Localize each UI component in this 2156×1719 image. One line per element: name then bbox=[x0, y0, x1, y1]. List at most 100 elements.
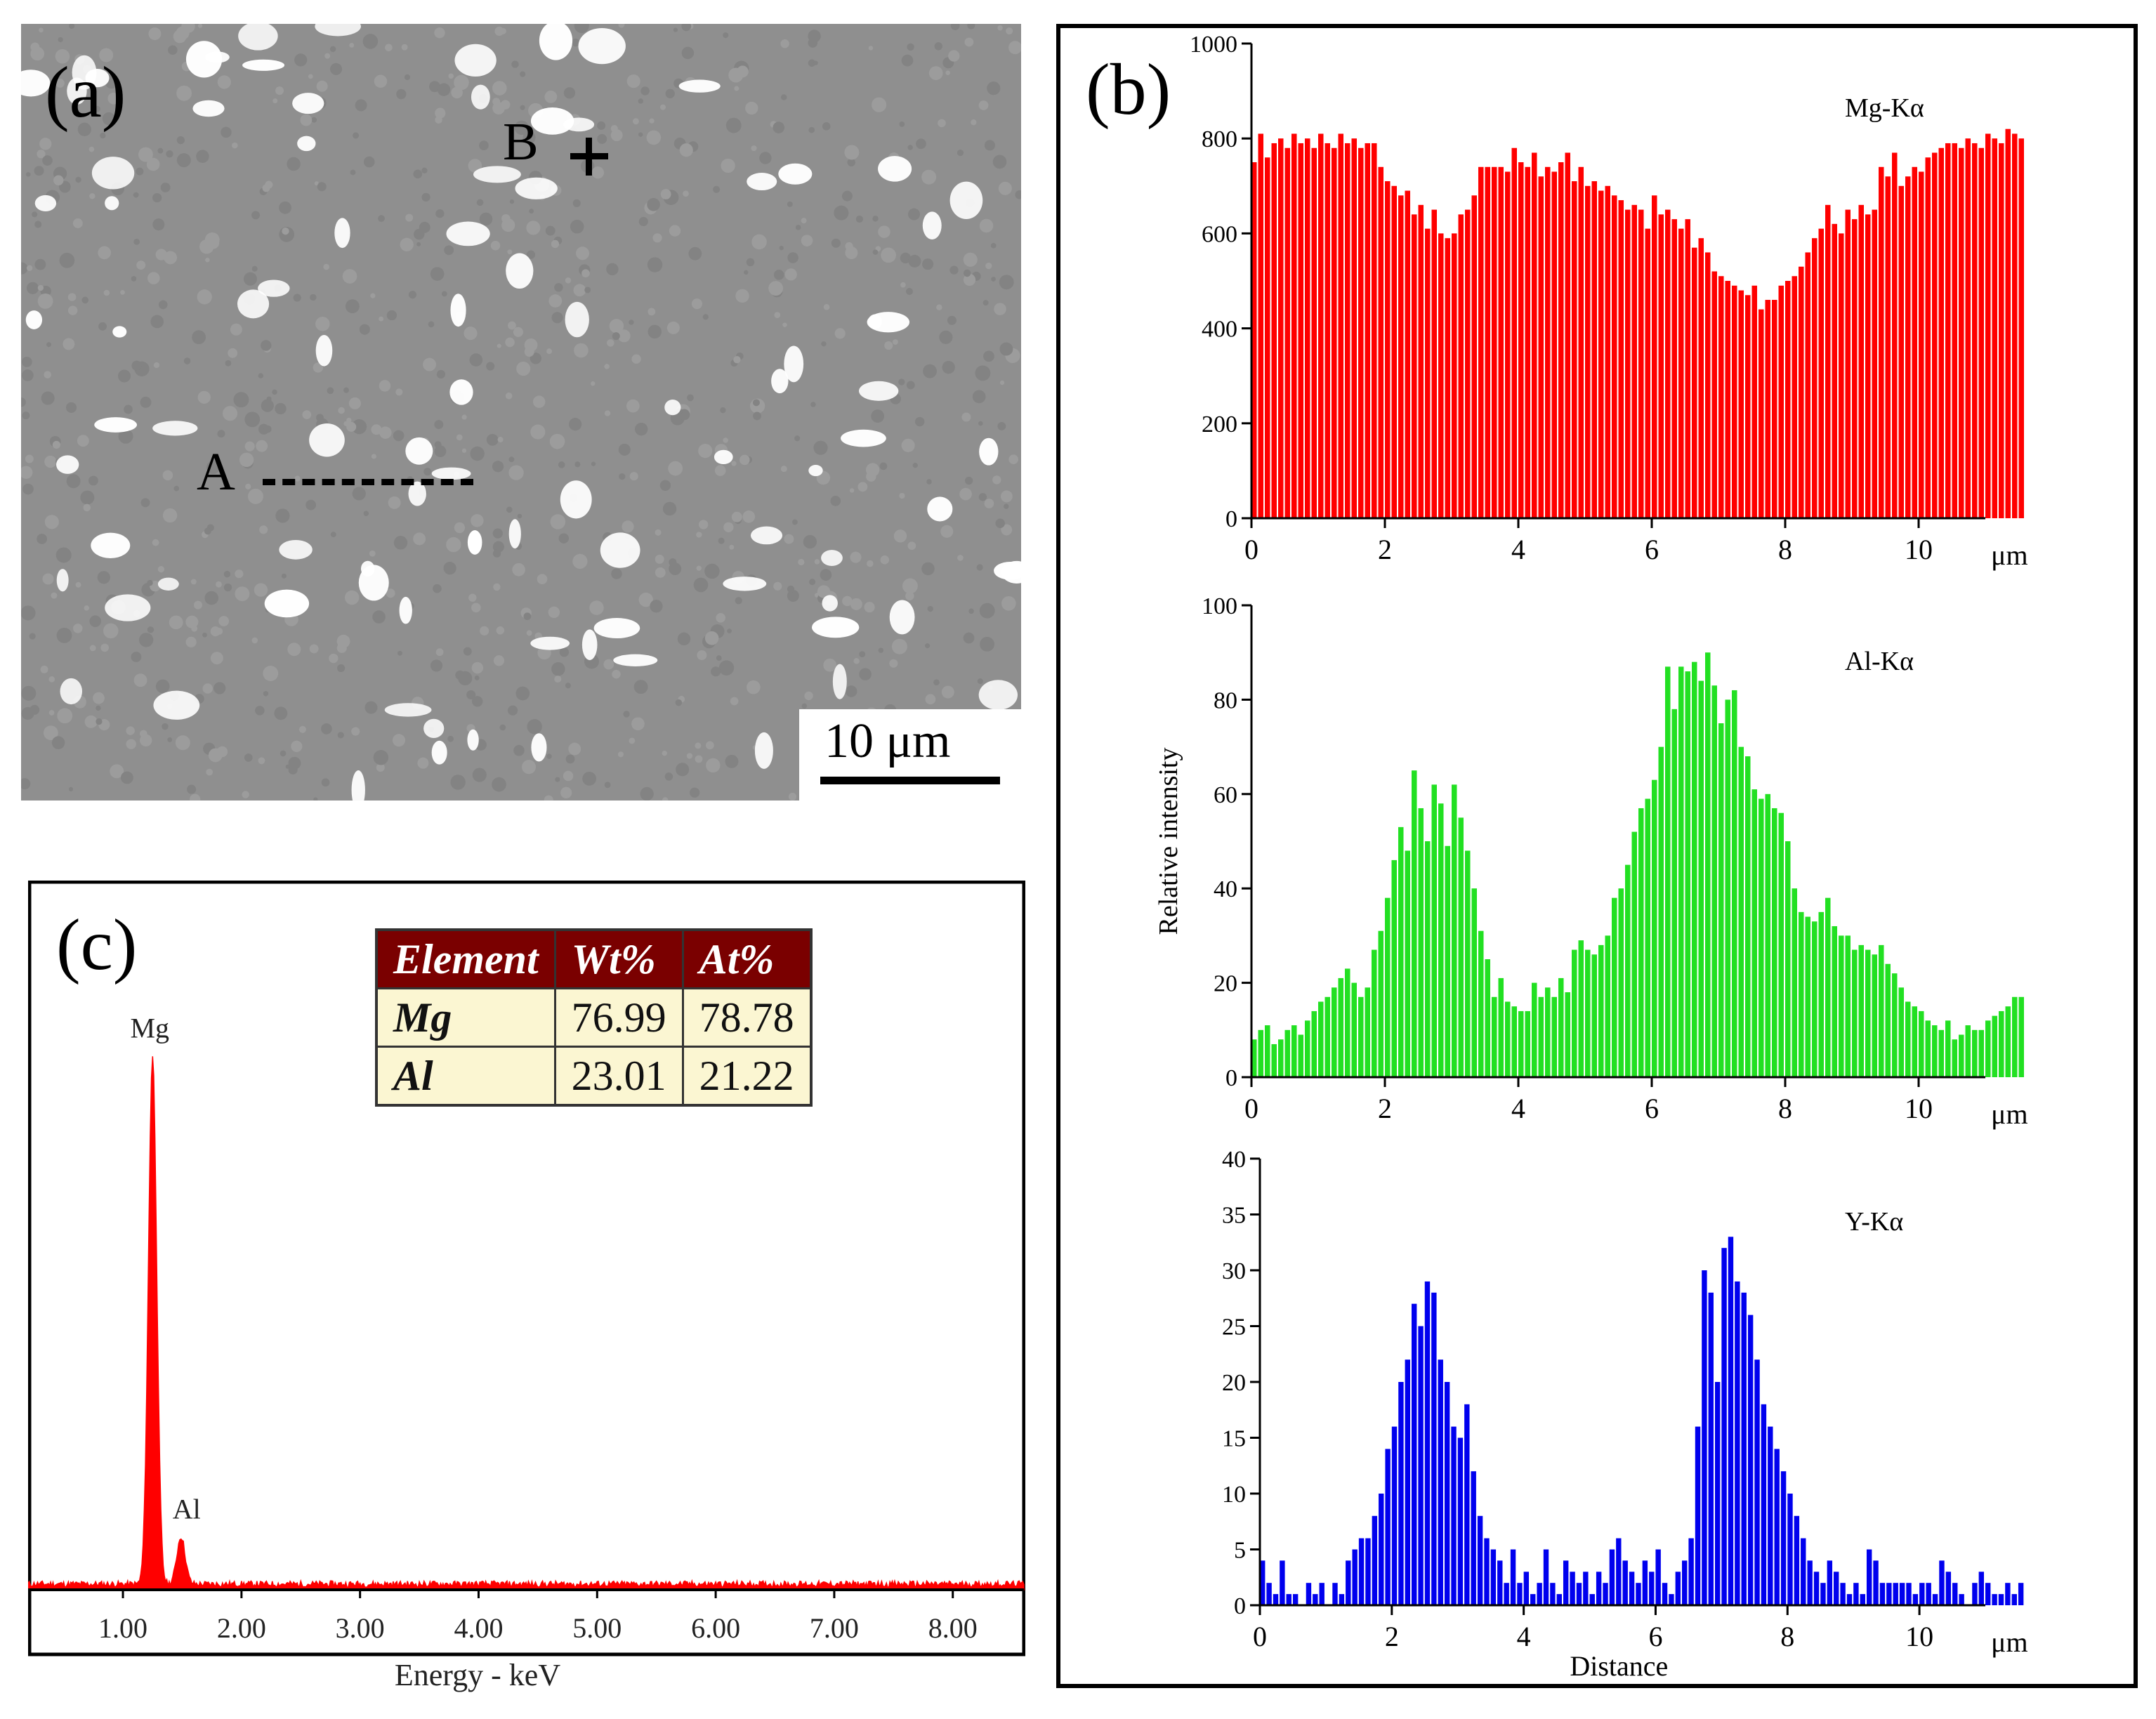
bar bbox=[1465, 850, 1471, 1077]
bar bbox=[1318, 1001, 1324, 1077]
bar bbox=[1898, 185, 1905, 518]
sem-grain bbox=[436, 369, 445, 379]
bar bbox=[1998, 1594, 2004, 1605]
bar bbox=[1589, 1594, 1595, 1605]
sem-grain bbox=[729, 544, 735, 550]
sem-grain bbox=[352, 487, 366, 501]
bar bbox=[1898, 987, 1905, 1077]
sem-grain bbox=[372, 610, 386, 624]
panel-label-a: (a) bbox=[45, 52, 126, 133]
sem-grain bbox=[753, 399, 760, 407]
sem-grain bbox=[629, 472, 638, 481]
sem-grain bbox=[841, 190, 853, 202]
sem-grain bbox=[404, 74, 411, 81]
sem-grain bbox=[991, 277, 996, 282]
sem-grain bbox=[563, 87, 576, 99]
sem-grain bbox=[606, 263, 619, 276]
sem-texture bbox=[21, 24, 1021, 801]
sem-grain bbox=[88, 475, 98, 486]
sem-grain bbox=[272, 389, 277, 395]
sem-grain bbox=[80, 490, 95, 505]
sem-particle bbox=[859, 381, 899, 401]
bar bbox=[1471, 195, 1478, 518]
bar bbox=[1612, 195, 1617, 518]
bar bbox=[1905, 176, 1911, 518]
sem-grain bbox=[558, 533, 569, 544]
sem-grain bbox=[400, 237, 414, 251]
bar bbox=[1865, 949, 1871, 1077]
bar bbox=[1638, 209, 1644, 518]
sem-grain bbox=[662, 750, 667, 756]
sem-grain bbox=[223, 570, 231, 578]
sem-grain bbox=[720, 407, 726, 414]
sem-grain bbox=[421, 192, 430, 202]
sem-grain bbox=[259, 525, 268, 534]
sem-grain bbox=[798, 558, 805, 566]
sem-grain bbox=[379, 380, 391, 392]
sem-grain bbox=[891, 638, 907, 654]
sem-grain bbox=[133, 192, 139, 198]
sem-grain bbox=[753, 411, 761, 421]
sem-grain bbox=[731, 511, 742, 522]
sem-particle bbox=[85, 68, 110, 88]
sem-grain bbox=[647, 197, 660, 211]
bar bbox=[1365, 987, 1371, 1077]
bar bbox=[1517, 1583, 1523, 1605]
sem-grain bbox=[68, 786, 74, 792]
sem-grain bbox=[834, 205, 849, 220]
sem-grain bbox=[392, 734, 405, 747]
bar bbox=[1525, 166, 1531, 518]
sem-grain bbox=[338, 407, 345, 414]
bar bbox=[1846, 1594, 1853, 1605]
bar bbox=[1266, 1583, 1272, 1605]
sem-grain bbox=[683, 190, 689, 197]
sem-grain bbox=[57, 708, 73, 724]
eds-composition-table: Element Wt% At% Mg 76.99 78.78 Al 23.01 … bbox=[375, 928, 813, 1107]
sem-grain bbox=[351, 419, 367, 435]
sem-grain bbox=[40, 665, 48, 673]
sem-grain bbox=[293, 294, 301, 302]
sem-grain bbox=[992, 154, 1007, 169]
sem-grain bbox=[21, 778, 31, 790]
x-unit-label: μm bbox=[1991, 1098, 2028, 1130]
sem-grain bbox=[1008, 454, 1019, 464]
bar bbox=[1412, 770, 1417, 1077]
sem-grain bbox=[526, 250, 536, 259]
sem-grain bbox=[100, 643, 110, 652]
sem-grain bbox=[997, 422, 1006, 430]
bar bbox=[2011, 1594, 2017, 1605]
bar bbox=[1405, 190, 1411, 518]
sem-grain bbox=[202, 683, 213, 694]
sem-grain bbox=[810, 402, 816, 407]
sem-grain bbox=[971, 119, 977, 126]
sem-grain bbox=[73, 624, 83, 633]
sem-grain bbox=[857, 482, 868, 492]
sem-grain bbox=[480, 626, 489, 635]
sem-grain bbox=[374, 74, 388, 88]
sem-grain bbox=[792, 519, 798, 525]
sem-grain bbox=[225, 360, 232, 367]
sem-grain bbox=[447, 735, 454, 742]
sem-grain bbox=[633, 680, 648, 694]
bar bbox=[1818, 228, 1825, 518]
sem-grain bbox=[1001, 524, 1013, 536]
sem-grain bbox=[864, 602, 875, 613]
bar bbox=[1565, 992, 1571, 1077]
bar bbox=[1698, 238, 1704, 518]
sem-grain bbox=[471, 602, 481, 613]
sem-grain bbox=[405, 213, 414, 222]
sem-particle bbox=[450, 294, 466, 327]
sem-grain bbox=[638, 592, 653, 607]
sem-grain bbox=[437, 83, 451, 96]
sem-grain bbox=[565, 277, 572, 284]
bar bbox=[1523, 1572, 1530, 1605]
bar bbox=[1385, 897, 1391, 1077]
sem-grain bbox=[669, 558, 677, 567]
bar bbox=[1805, 252, 1811, 518]
sem-grain bbox=[612, 332, 620, 341]
bar bbox=[1778, 812, 1784, 1077]
sem-grain bbox=[363, 156, 375, 168]
sem-grain bbox=[371, 424, 382, 435]
sem-grain bbox=[695, 742, 702, 749]
sem-grain bbox=[746, 258, 755, 267]
